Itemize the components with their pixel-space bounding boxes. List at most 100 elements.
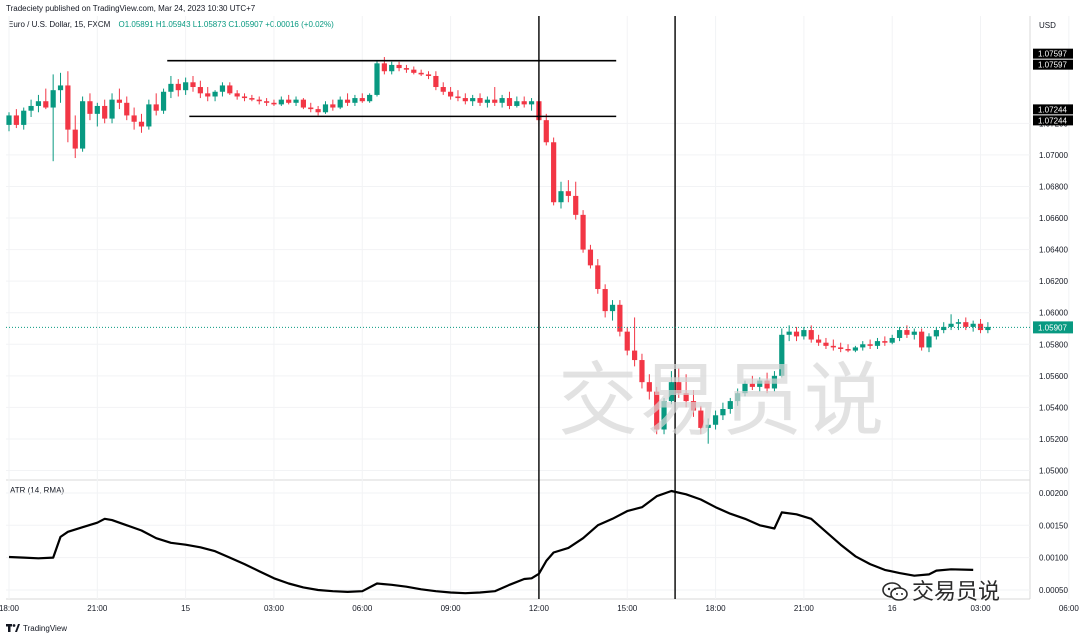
candle-body — [727, 401, 733, 409]
x-tick-label: 18:00 — [0, 604, 20, 613]
candle-body — [874, 341, 881, 346]
candle-body — [742, 383, 748, 394]
candle-body — [403, 68, 410, 70]
y-tick-label: 1.05800 — [1039, 340, 1068, 349]
x-tick-label: 12:00 — [529, 604, 550, 613]
candle-body — [411, 69, 417, 73]
y-tick-label: 1.05000 — [1039, 467, 1068, 476]
candle-body — [43, 101, 49, 108]
candle-body — [234, 93, 240, 97]
candle-body — [720, 408, 726, 416]
candle-body — [690, 401, 697, 411]
candle-body — [860, 344, 866, 348]
atr-y-tick-label: 0.00200 — [1039, 489, 1068, 498]
candle-body — [793, 331, 800, 337]
x-tick-label: 06:00 — [352, 604, 373, 613]
candle-body — [801, 330, 807, 337]
candle-body — [698, 410, 704, 428]
candle-body — [646, 382, 652, 392]
footer-logo[interactable]: TradingView — [6, 624, 67, 633]
watermark-text: 交易员说 — [558, 354, 886, 447]
candle-body — [595, 265, 601, 290]
candle-body — [13, 115, 19, 125]
candle-body — [138, 121, 145, 127]
candle-body — [293, 99, 299, 103]
y-tick-label: 1.06000 — [1039, 309, 1068, 318]
brand-text: 交易员说 — [912, 580, 1001, 605]
candle-body — [573, 195, 579, 215]
candle-body — [558, 191, 564, 203]
candle-body — [617, 304, 623, 332]
candle-body — [764, 380, 770, 389]
candle-body — [808, 330, 814, 340]
candle-body — [50, 90, 56, 108]
candle-body — [624, 331, 630, 351]
published-header: Tradeciety published on TradingView.com,… — [6, 4, 256, 13]
candle-body — [867, 344, 873, 346]
candle-body — [352, 98, 358, 103]
x-tick-label: 09:00 — [441, 604, 462, 613]
candle-body — [315, 109, 321, 113]
brand-mark: 交易员说 — [882, 574, 1000, 606]
last-price-label: 1.05907 — [1038, 323, 1067, 332]
candle-body — [838, 347, 844, 350]
candle-body — [499, 98, 505, 103]
candle-body — [440, 87, 446, 92]
candle-body — [602, 289, 608, 312]
level-price-label: 1.07597 — [1038, 50, 1067, 59]
candle-body — [359, 98, 365, 102]
atr-y-tick-label: 0.00150 — [1039, 521, 1068, 530]
candle-body — [286, 99, 292, 103]
x-tick-label: 03:00 — [971, 604, 992, 613]
candle-body — [6, 115, 12, 125]
symbol-legend[interactable]: Euro / U.S. Dollar, 15, FXCM O1.05891 H1… — [8, 20, 334, 29]
level-price-label: 1.07244 — [1038, 116, 1067, 125]
candle-body — [278, 99, 284, 105]
candle-body — [381, 63, 387, 72]
candle-body — [705, 424, 711, 428]
y-tick-label: 1.05400 — [1039, 403, 1068, 412]
candle-body — [264, 101, 270, 103]
atr-line — [8, 489, 974, 595]
candle-body — [396, 64, 402, 69]
candle-body — [425, 74, 432, 76]
candle-body — [749, 383, 755, 387]
candle-body — [94, 105, 100, 114]
candle-body — [904, 330, 910, 335]
ohlc-values: O1.05891 H1.05943 L1.05873 C1.05907 +0.0… — [118, 20, 334, 29]
candle-body — [374, 63, 380, 95]
candle-body — [183, 82, 189, 91]
candle-body — [344, 99, 351, 103]
candle-body — [963, 322, 969, 327]
candle-body — [830, 345, 836, 348]
candle-body — [528, 101, 535, 105]
candle-body — [249, 98, 255, 100]
candle-body — [543, 120, 549, 143]
candle-body — [941, 326, 947, 331]
level-price-label: 1.07597 — [1038, 61, 1067, 70]
y-tick-label: 1.07000 — [1039, 151, 1068, 160]
candle-body — [337, 99, 343, 108]
candle-body — [779, 334, 785, 376]
candle-body — [639, 360, 645, 383]
candle-body — [757, 380, 763, 387]
candle-body — [926, 336, 932, 348]
candle-body — [241, 96, 248, 99]
candle-body — [580, 214, 586, 250]
candle-body — [609, 304, 616, 312]
candle-body — [712, 415, 719, 425]
candle-body — [948, 323, 954, 327]
x-tick-label: 16 — [888, 604, 897, 613]
candle-body — [168, 83, 174, 92]
candle-body — [190, 82, 196, 88]
candle-body — [970, 323, 976, 327]
x-tick-label: 15 — [181, 604, 190, 613]
candle-body — [919, 331, 925, 348]
atr-y-tick-label: 0.00050 — [1039, 586, 1068, 595]
candle-body — [484, 99, 490, 103]
candle-body — [462, 98, 468, 102]
y-tick-label: 1.06600 — [1039, 214, 1068, 223]
y-tick-label: 1.06200 — [1039, 277, 1068, 286]
candle-body — [433, 75, 439, 88]
